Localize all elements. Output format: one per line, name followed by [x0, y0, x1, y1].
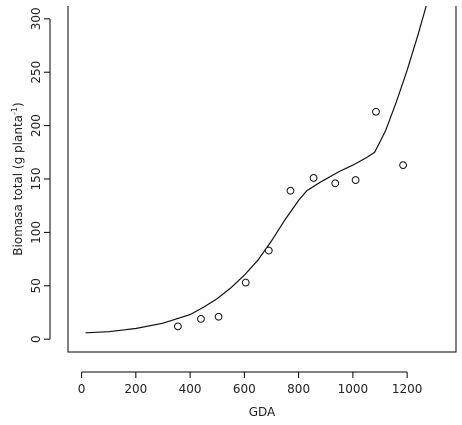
- data-point: [309, 174, 318, 182]
- y-axis-title-superscript: -1: [10, 107, 19, 115]
- x-axis-title: GDA: [249, 405, 276, 419]
- y-axis-title-tail: ): [11, 102, 25, 107]
- y-tick-label: 200: [29, 114, 43, 137]
- data-point: [264, 246, 273, 255]
- data-point: [173, 322, 182, 331]
- x-tick-label: 0: [78, 382, 86, 396]
- x-tick-label: 1200: [392, 382, 423, 396]
- data-point: [351, 176, 360, 184]
- x-tick-label: 400: [179, 382, 202, 396]
- fitted-curve: [85, 6, 427, 334]
- y-axis-title-main: Biomasa total (g planta: [11, 115, 25, 256]
- fitted-curve-layer: [85, 6, 427, 334]
- data-point: [372, 107, 380, 116]
- y-tick-label: 50: [29, 278, 43, 293]
- data-point: [214, 312, 223, 321]
- plot-frame: [67, 6, 457, 353]
- x-tick-label: 1000: [338, 382, 369, 396]
- data-point: [399, 161, 407, 170]
- data-point: [331, 179, 340, 188]
- y-tick-label: 250: [29, 61, 43, 84]
- x-tick-label: 200: [124, 382, 147, 396]
- y-tick-label: 100: [29, 221, 43, 244]
- axes: 0 200 400 600 800 1000 1200 0 50 100 150 200 250 300: [29, 6, 457, 396]
- y-tick-label: 150: [29, 168, 43, 191]
- y-tick-label: 300: [29, 7, 43, 30]
- x-tick-label: 800: [287, 382, 310, 396]
- data-point: [197, 314, 205, 323]
- y-tick-label: 0: [29, 335, 43, 343]
- x-tick-label: 600: [233, 382, 256, 396]
- data-point: [286, 186, 295, 195]
- data-points-layer: [173, 107, 407, 331]
- y-axis-title: Biomasa total (g planta-1): [10, 102, 25, 255]
- data-point: [241, 278, 250, 287]
